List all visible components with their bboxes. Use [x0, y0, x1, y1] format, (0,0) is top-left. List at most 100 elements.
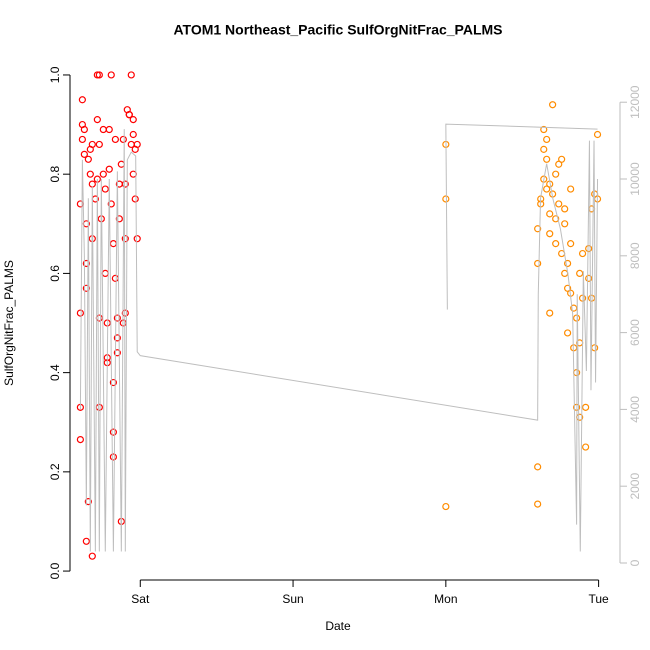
data-point — [591, 344, 599, 352]
data-point — [546, 210, 554, 218]
data-point — [80, 125, 88, 134]
data-point — [99, 170, 107, 178]
data-point — [88, 140, 96, 149]
y-tick-label: 0.6 — [48, 265, 62, 282]
data-point — [540, 125, 548, 134]
data-point — [101, 185, 109, 193]
data-point — [573, 314, 581, 322]
data-point — [84, 498, 92, 506]
data-point — [543, 135, 551, 144]
data-point — [119, 135, 127, 144]
data-point — [442, 502, 450, 511]
data-point — [563, 284, 572, 292]
x-tick-label: Sun — [282, 592, 303, 606]
data-point — [121, 235, 129, 243]
data-point — [563, 259, 572, 268]
x-tick-label: Tue — [588, 592, 609, 606]
data-point — [111, 135, 119, 144]
data-point — [585, 244, 593, 253]
data-point — [561, 269, 569, 278]
altitude-line — [79, 123, 599, 552]
data-point — [129, 116, 137, 124]
data-point — [115, 215, 123, 223]
data-point — [93, 116, 101, 124]
data-point — [76, 436, 84, 444]
data-point — [113, 334, 121, 342]
x-tick-label: Sat — [131, 592, 150, 606]
data-point — [561, 220, 569, 228]
data-point — [546, 309, 554, 317]
y2-tick-label: 6000 — [628, 319, 642, 346]
data-point — [95, 403, 103, 411]
data-point — [576, 269, 584, 278]
y2-tick-label: 4000 — [628, 396, 642, 423]
data-point — [129, 130, 137, 139]
data-point — [585, 274, 593, 282]
data-point — [125, 111, 133, 119]
data-point — [558, 155, 566, 163]
data-point — [76, 309, 84, 317]
data-point — [113, 314, 121, 322]
data-point — [95, 314, 103, 322]
data-point — [578, 249, 587, 258]
y-tick-label: 0.0 — [48, 562, 62, 579]
data-point — [563, 329, 572, 337]
data-point — [567, 185, 575, 193]
data-point — [133, 235, 141, 243]
y-axis-label: SulfOrgNitFrac_PALMS — [2, 260, 16, 386]
data-point — [109, 378, 117, 387]
data-point — [111, 274, 119, 282]
y2-tick-label: 8000 — [628, 242, 642, 269]
data-point — [88, 552, 96, 560]
data-point — [82, 259, 90, 268]
data-point — [117, 160, 125, 168]
data-point — [552, 170, 560, 178]
data-point — [552, 240, 560, 248]
data-point — [84, 155, 92, 163]
data-point — [95, 140, 103, 149]
data-point — [582, 403, 590, 411]
data-point — [78, 135, 86, 144]
x-tick-label: Mon — [434, 592, 457, 606]
data-point — [567, 240, 575, 248]
data-point — [82, 284, 90, 292]
data-point — [86, 170, 94, 178]
data-point — [82, 537, 90, 545]
y-tick-label: 0.4 — [48, 364, 62, 381]
data-point — [593, 130, 602, 139]
x-axis-label: Date — [325, 619, 351, 633]
data-point — [131, 195, 139, 203]
data-point — [107, 71, 115, 79]
data-point — [105, 165, 113, 173]
data-point — [78, 96, 86, 104]
y2-tick-label: 2000 — [628, 473, 642, 500]
data-point — [543, 185, 551, 193]
data-point — [80, 150, 88, 158]
data-point — [109, 428, 117, 436]
data-point — [534, 500, 542, 508]
y-tick-label: 0.8 — [48, 166, 62, 183]
data-point — [113, 349, 121, 357]
data-point — [534, 225, 542, 233]
data-point — [107, 200, 115, 208]
data-point — [561, 205, 569, 213]
data-point — [105, 125, 113, 134]
data-point — [109, 453, 117, 461]
data-point — [442, 195, 450, 203]
data-point — [127, 71, 135, 79]
data-point — [552, 215, 560, 223]
data-point — [543, 155, 551, 163]
data-point — [133, 140, 141, 149]
data-point — [95, 71, 103, 79]
data-point — [582, 443, 590, 451]
y2-tick-label: 10000 — [628, 162, 642, 196]
y2-tick-label: 12000 — [628, 85, 642, 119]
data-point — [99, 125, 107, 134]
y2-tick-label: 0 — [628, 559, 642, 566]
chart-title: ATOM1 Northeast_Pacific SulfOrgNitFrac_P… — [173, 22, 502, 38]
data-point — [534, 463, 542, 471]
data-point — [109, 240, 117, 248]
data-point — [88, 180, 96, 188]
data-point — [534, 259, 542, 268]
